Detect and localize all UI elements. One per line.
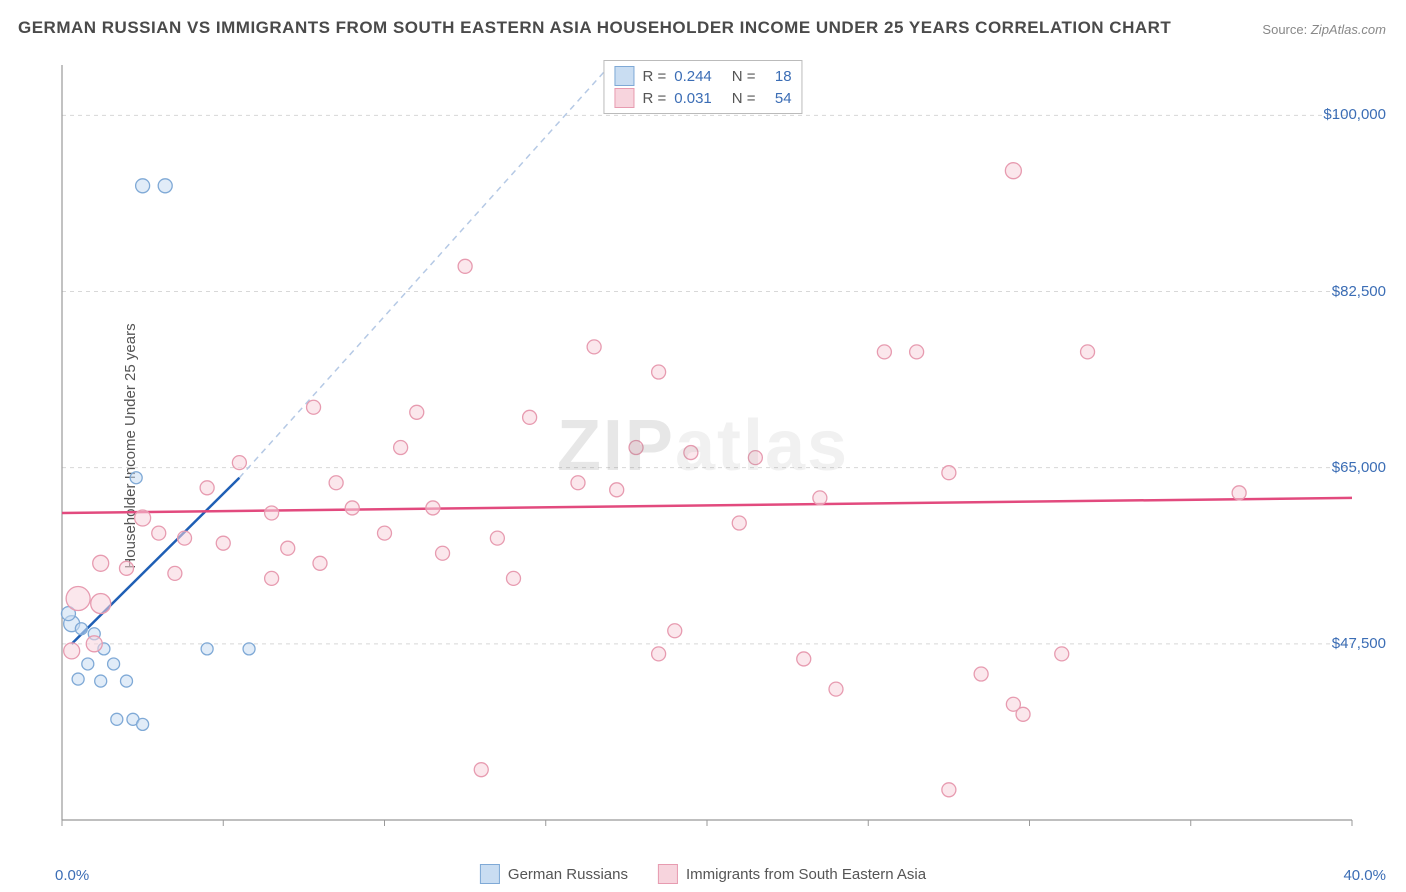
legend-swatch xyxy=(614,66,634,86)
source-attribution: Source: ZipAtlas.com xyxy=(1262,22,1386,37)
stat-n-label: N = xyxy=(732,90,756,107)
source-label: Source: xyxy=(1262,22,1307,37)
legend-label: Immigrants from South Eastern Asia xyxy=(686,866,926,883)
stat-r-label: R = xyxy=(642,90,666,107)
y-axis-tick-label: $47,500 xyxy=(1332,635,1386,652)
legend-stat-row: R = 0.031 N = 54 xyxy=(614,87,791,109)
legend-stat-row: R = 0.244 N = 18 xyxy=(614,65,791,87)
scatter-chart-svg xyxy=(50,55,1385,845)
stat-n-value: 18 xyxy=(764,68,792,85)
legend-item: Immigrants from South Eastern Asia xyxy=(658,864,926,884)
legend-swatch xyxy=(658,864,678,884)
legend-bottom: German Russians Immigrants from South Eas… xyxy=(480,864,926,884)
legend-swatch xyxy=(480,864,500,884)
stat-n-value: 54 xyxy=(764,90,792,107)
stat-r-label: R = xyxy=(642,68,666,85)
x-axis-min-label: 0.0% xyxy=(55,867,89,884)
chart-title: GERMAN RUSSIAN VS IMMIGRANTS FROM SOUTH … xyxy=(18,18,1171,38)
legend-label: German Russians xyxy=(508,866,628,883)
y-axis-tick-label: $82,500 xyxy=(1332,283,1386,300)
y-axis-tick-label: $65,000 xyxy=(1332,459,1386,476)
y-axis-tick-label: $100,000 xyxy=(1323,106,1386,123)
legend-swatch xyxy=(614,88,634,108)
stat-r-value: 0.031 xyxy=(674,90,712,107)
legend-top: R = 0.244 N = 18 R = 0.031 N = 54 xyxy=(603,60,802,114)
source-value: ZipAtlas.com xyxy=(1311,22,1386,37)
x-axis-max-label: 40.0% xyxy=(1343,867,1386,884)
stat-r-value: 0.244 xyxy=(674,68,712,85)
legend-item: German Russians xyxy=(480,864,628,884)
chart-area xyxy=(50,55,1385,845)
stat-n-label: N = xyxy=(732,68,756,85)
